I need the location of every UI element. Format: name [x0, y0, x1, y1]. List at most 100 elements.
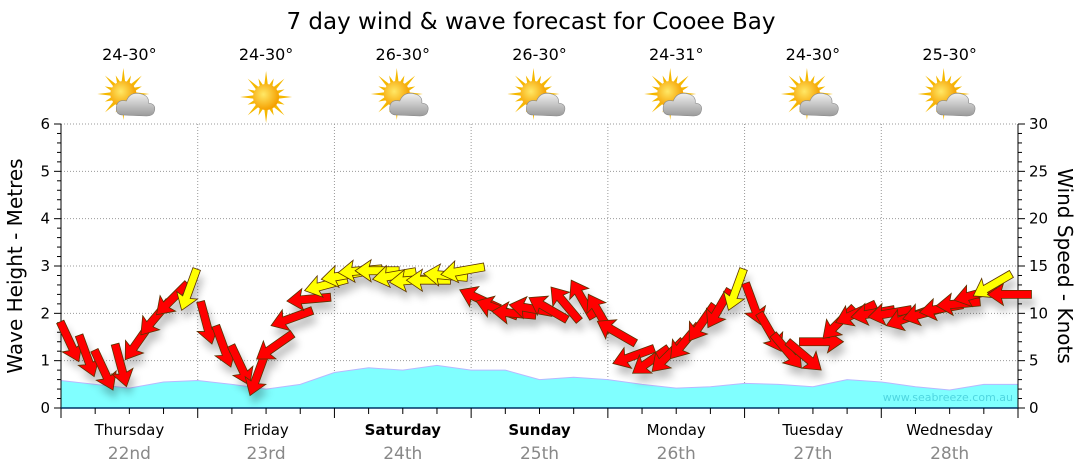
sun-ray — [247, 78, 259, 90]
right-tick-label: 10 — [1029, 304, 1048, 322]
sun-ray — [273, 78, 285, 90]
sun-disc — [253, 84, 280, 110]
chart-title: 7 day wind & wave forecast for Cooee Bay — [286, 9, 775, 35]
wind-arrow — [550, 286, 583, 324]
wind-arrow — [440, 259, 486, 284]
day-name-label: Saturday — [365, 421, 442, 439]
day-date-label: 25th — [520, 444, 559, 464]
sun-ray — [677, 75, 689, 87]
sun-ray — [97, 92, 112, 96]
sun-ray — [273, 104, 285, 116]
left-tick-label: 0 — [40, 399, 50, 417]
partly-cloudy-icon — [370, 68, 429, 120]
right-tick-label: 25 — [1029, 162, 1048, 180]
day-name-label: Thursday — [93, 421, 164, 439]
right-tick-label: 20 — [1029, 210, 1048, 228]
sun-ray — [507, 92, 522, 96]
cloud-shape — [662, 93, 702, 117]
day-labels: Thursday 22nd 24-30° Friday 23rd 24-30° Saturd… — [93, 45, 993, 464]
partly-cloudy-icon — [917, 68, 976, 120]
sun-ray — [651, 101, 664, 113]
wind-arrow — [491, 300, 537, 325]
wind-arrow — [176, 267, 201, 312]
left-axis-label: Wave Height - Metres — [3, 158, 27, 373]
wind-arrows — [56, 258, 1032, 397]
partly-cloudy-icon — [507, 68, 566, 120]
cloud-shape — [936, 93, 976, 117]
wind-arrow — [596, 319, 639, 348]
temperature-range: 24-31° — [649, 45, 704, 64]
wind-arrow — [986, 282, 1032, 307]
wind-arrow — [90, 347, 117, 391]
left-tick-label: 2 — [40, 304, 50, 322]
sun-ray — [378, 75, 390, 87]
left-tick-label: 5 — [40, 162, 50, 180]
left-tick-label: 6 — [40, 115, 50, 133]
sun-ray — [403, 75, 416, 87]
temperature-range: 26-30° — [376, 45, 431, 64]
watermark: www.seabreeze.com.au — [883, 391, 1013, 404]
right-tick-label: 15 — [1029, 257, 1048, 275]
right-tick-label: 5 — [1029, 352, 1039, 370]
left-tick-label: 3 — [40, 257, 50, 275]
cloud-shape — [526, 93, 566, 117]
sun-ray — [925, 75, 937, 87]
day-name-label: Sunday — [508, 421, 571, 439]
wind-arrow — [270, 306, 315, 332]
partly-cloudy-icon — [644, 68, 702, 120]
sun-ray — [941, 68, 946, 83]
right-tick-label: 0 — [1029, 399, 1039, 417]
sun-ray — [668, 68, 673, 83]
day-name-label: Monday — [647, 421, 706, 439]
day-date-label: 26th — [657, 444, 696, 464]
wind-arrow — [631, 344, 672, 374]
wind-arrow — [528, 295, 570, 324]
temperature-range: 24-30° — [239, 45, 294, 64]
sun-ray — [378, 101, 390, 113]
sun-ray — [805, 68, 809, 83]
temperature-range: 25-30° — [922, 45, 977, 64]
sun-ray — [264, 108, 268, 123]
axes: 0 1 2 3 4 5 6 0 5 10 15 20 25 30 — [40, 115, 1048, 418]
partly-cloudy-icon — [780, 68, 839, 120]
sun-ray — [917, 92, 932, 96]
wind-arrow — [612, 344, 657, 369]
day-name-label: Friday — [243, 421, 289, 439]
sun-ray — [130, 75, 142, 87]
sun-ray — [104, 101, 117, 113]
sun-ray — [950, 75, 963, 87]
sun-ray — [531, 68, 536, 83]
wind-arrow — [371, 264, 418, 289]
wave-height-area — [60, 364, 1019, 409]
day-date-label: 23rd — [247, 444, 286, 464]
day-name-label: Wednesday — [906, 421, 993, 439]
sun-ray — [247, 104, 259, 116]
wave-area — [60, 364, 1019, 409]
sun-ray — [121, 68, 126, 83]
day-date-label: 24th — [383, 444, 422, 464]
sun-ray — [814, 75, 826, 87]
sun-ray — [788, 101, 800, 113]
right-tick-label: 30 — [1029, 115, 1048, 133]
wind-arrow — [256, 330, 296, 360]
sun-ray — [370, 92, 385, 96]
partly-cloudy-icon — [97, 68, 156, 120]
cloud-shape — [799, 93, 839, 117]
sun-ray — [925, 101, 937, 113]
sun-ray — [788, 75, 800, 87]
sun-ray — [394, 68, 399, 83]
sun-ray — [515, 75, 527, 87]
cloud-shape — [389, 93, 429, 117]
right-axis-label: Wind Speed - Knots — [1053, 168, 1077, 364]
left-tick-label: 1 — [40, 352, 50, 370]
day-date-label: 28th — [930, 444, 969, 464]
cloud-shape — [115, 93, 156, 117]
sun-ray — [515, 101, 527, 113]
sun-ray — [240, 95, 255, 99]
day-name-label: Tuesday — [781, 421, 843, 439]
wind-arrow — [226, 343, 254, 386]
sun-ray — [651, 75, 664, 87]
grid — [61, 123, 1018, 408]
wind-arrow — [722, 267, 748, 312]
